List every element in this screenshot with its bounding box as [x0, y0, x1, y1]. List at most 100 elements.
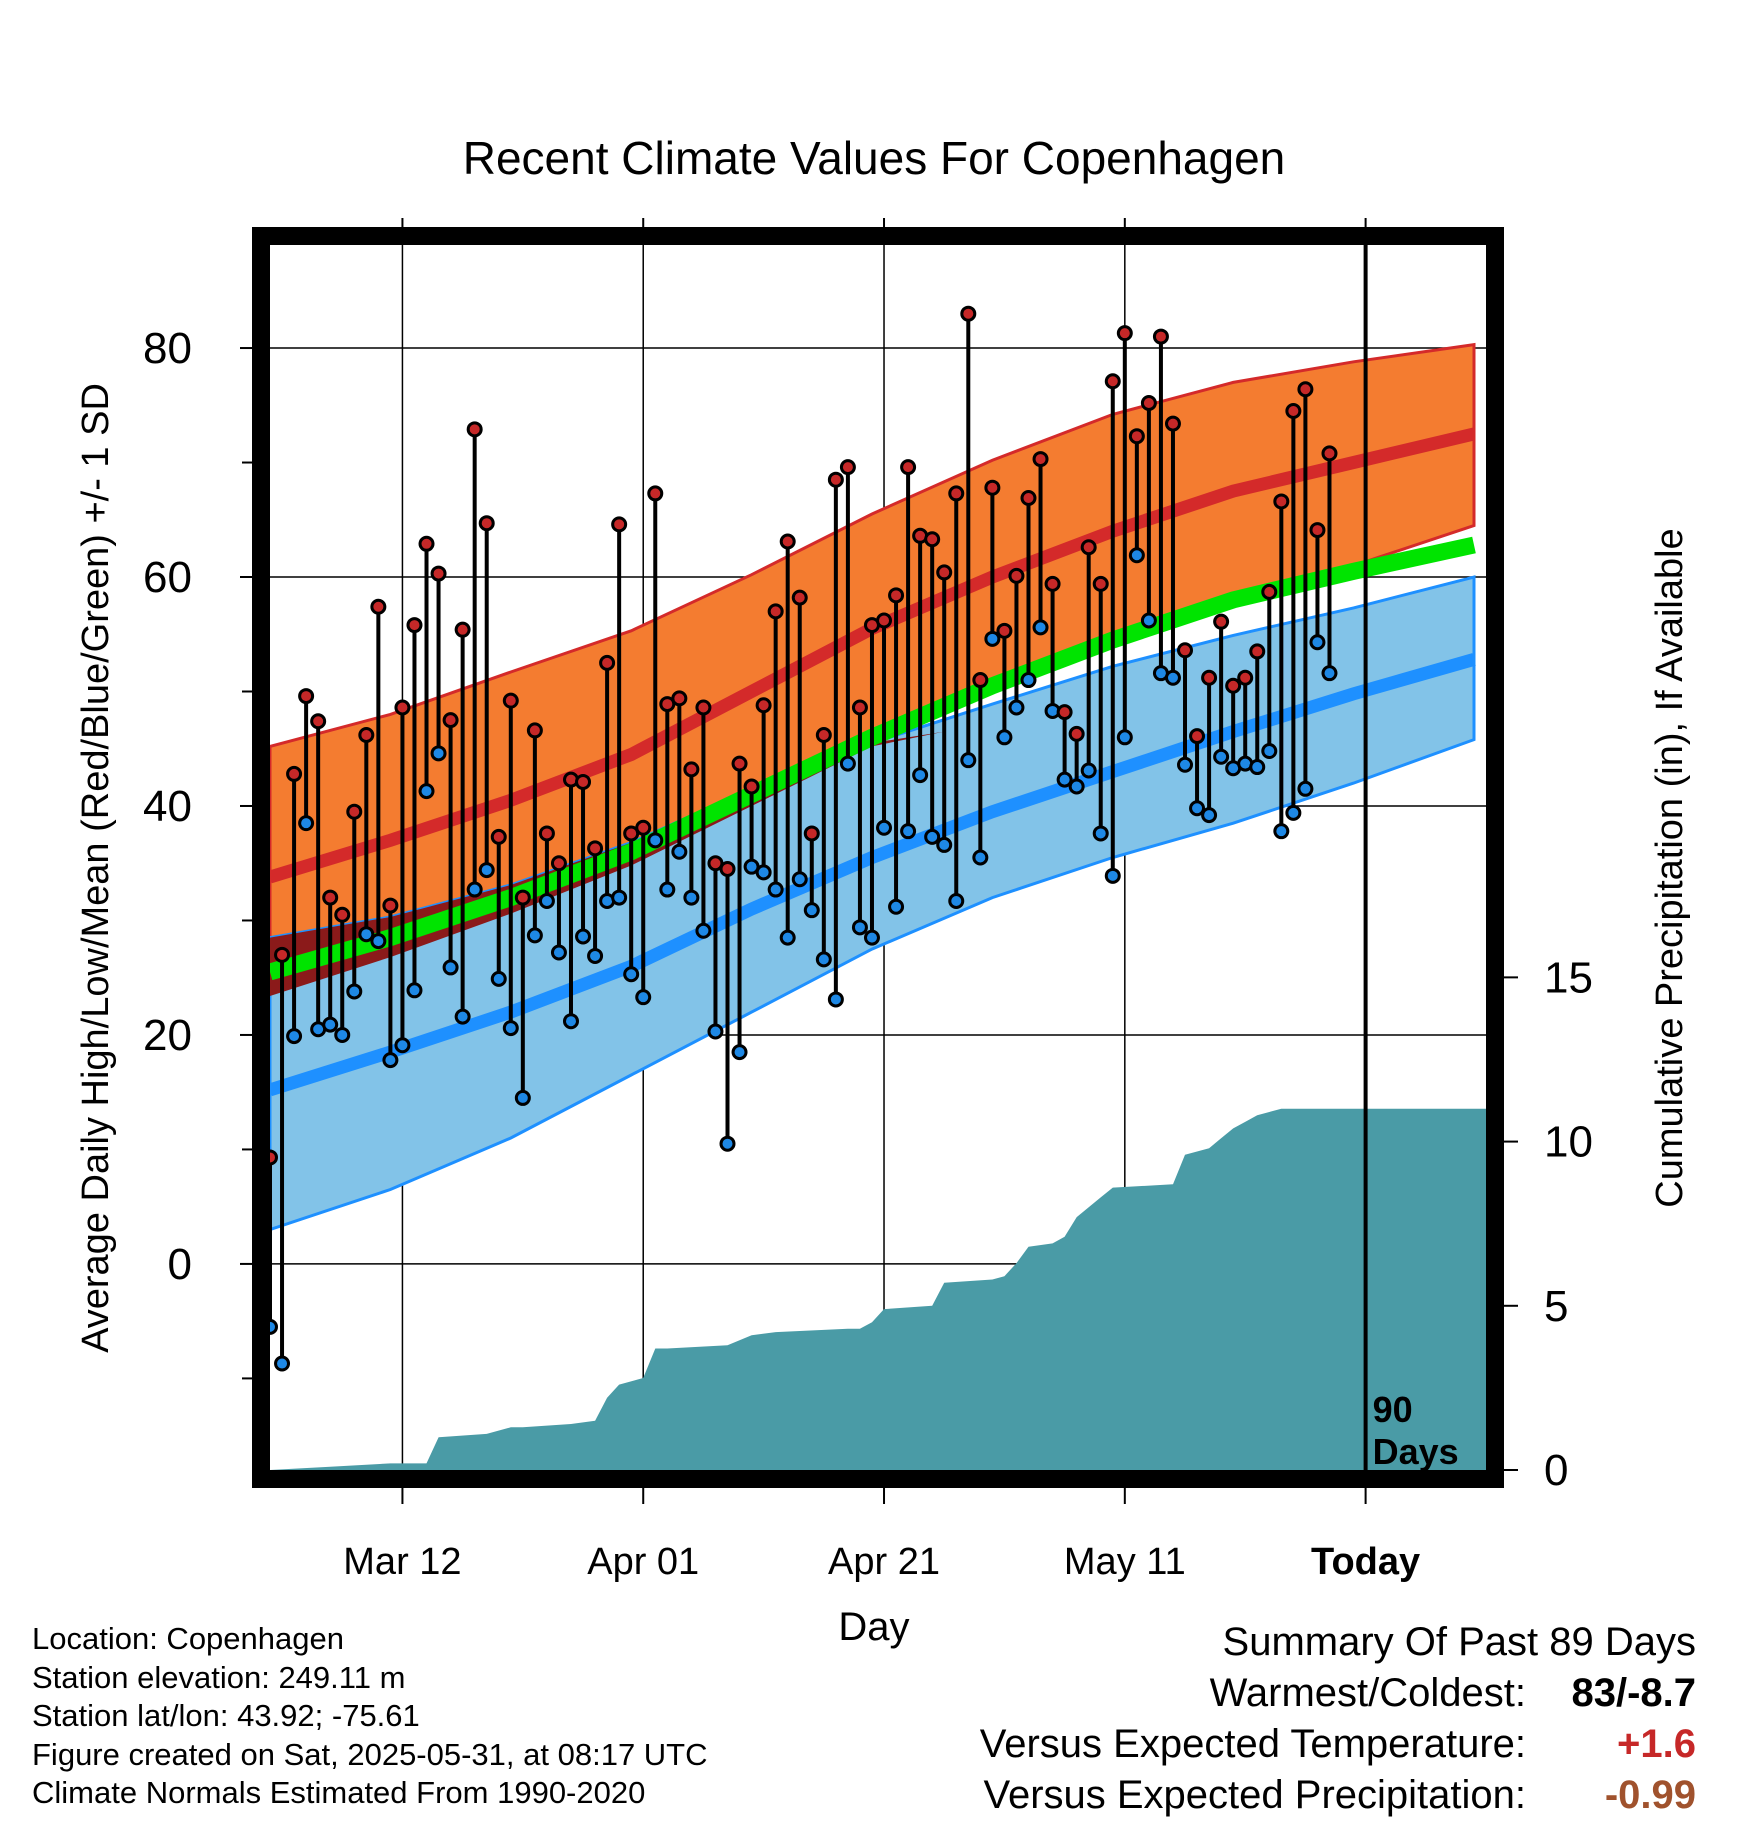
- daily-high-point: [1285, 403, 1302, 420]
- daily-high-point: [430, 565, 447, 582]
- daily-low-point: [394, 1037, 411, 1054]
- daily-low-point: [454, 1008, 471, 1025]
- precipitation-anomaly-label: Versus Expected Precipitation:: [983, 1773, 1526, 1817]
- daily-high-point: [587, 840, 604, 857]
- daily-low-point: [647, 832, 664, 849]
- daily-high-point: [478, 515, 495, 532]
- daily-high-point: [1104, 373, 1121, 390]
- daily-high-point: [948, 485, 965, 502]
- daily-low-point: [635, 989, 652, 1006]
- daily-high-point: [1128, 428, 1145, 445]
- daily-high-point: [298, 688, 315, 705]
- chart-title: Recent Climate Values For Copenhagen: [463, 132, 1286, 184]
- daily-low-point: [827, 991, 844, 1008]
- daily-high-point: [1068, 725, 1085, 742]
- y2-tick-label: 10: [1544, 1118, 1593, 1167]
- daily-high-point: [791, 589, 808, 606]
- y2-tick-label: 0: [1544, 1446, 1568, 1495]
- x-tick-label: Today: [1311, 1541, 1420, 1583]
- today-label: Days: [1373, 1431, 1459, 1472]
- daily-high-point: [1116, 325, 1133, 342]
- daily-low-point: [791, 871, 808, 888]
- daily-low-point: [418, 783, 435, 800]
- daily-low-point: [863, 929, 880, 946]
- daily-high-point: [322, 889, 339, 906]
- daily-high-point: [370, 598, 387, 615]
- daily-high-point: [1020, 490, 1037, 507]
- summary-panel: Summary Of Past 89 Days Warmest/Coldest:…: [980, 1617, 1696, 1821]
- daily-low-point: [683, 889, 700, 906]
- warmest-coldest-label: Warmest/Coldest:: [1209, 1671, 1526, 1715]
- x-tick-label: Mar 12: [343, 1541, 461, 1583]
- daily-high-point: [1237, 669, 1254, 686]
- daily-low-point: [490, 970, 507, 987]
- daily-low-point: [1104, 867, 1121, 884]
- daily-low-point: [851, 919, 868, 936]
- daily-low-point: [888, 898, 905, 915]
- temperature-anomaly-value: +1.6: [1617, 1722, 1696, 1766]
- daily-high-point: [346, 803, 363, 820]
- daily-low-point: [1309, 634, 1326, 651]
- temperature-anomaly-label: Versus Expected Temperature:: [979, 1722, 1526, 1766]
- daily-low-point: [270, 1318, 278, 1335]
- normals-text: Climate Normals Estimated From 1990-2020: [32, 1775, 646, 1810]
- daily-high-point: [1309, 522, 1326, 539]
- daily-high-point: [827, 471, 844, 488]
- y2-tick-label: 15: [1544, 953, 1593, 1002]
- daily-high-point: [394, 699, 411, 716]
- daily-low-point: [1056, 771, 1073, 788]
- daily-low-point: [924, 828, 941, 845]
- daily-high-point: [936, 564, 953, 581]
- warmest-coldest-value: 83/-8.7: [1571, 1671, 1696, 1715]
- daily-low-point: [430, 745, 447, 762]
- daily-high-point: [550, 855, 567, 872]
- warmest-coldest-row: Warmest/Coldest: 83/-8.7: [980, 1668, 1696, 1719]
- daily-low-point: [1177, 756, 1194, 773]
- daily-high-point: [274, 946, 291, 963]
- daily-high-point: [490, 828, 507, 845]
- daily-high-point: [984, 479, 1001, 496]
- daily-high-point: [526, 722, 543, 739]
- daily-low-point: [900, 823, 917, 840]
- y-tick-label: 80: [143, 324, 192, 373]
- latlon-text: Station lat/lon: 43.92; -75.61: [32, 1698, 420, 1733]
- created-text: Figure created on Sat, 2025-05-31, at 08…: [32, 1736, 708, 1772]
- daily-high-point: [502, 692, 519, 709]
- daily-high-point: [1213, 613, 1230, 630]
- daily-high-point: [671, 690, 688, 707]
- y-tick-label: 40: [143, 782, 192, 831]
- daily-high-point: [900, 459, 917, 476]
- cumulative-precipitation-area: [270, 1108, 1486, 1470]
- daily-high-point: [779, 533, 796, 550]
- daily-low-point: [502, 1020, 519, 1037]
- daily-low-point: [1249, 759, 1266, 776]
- y-tick-label: 60: [143, 553, 192, 602]
- daily-high-point: [310, 713, 327, 730]
- daily-high-point: [803, 825, 820, 842]
- daily-low-point: [996, 729, 1013, 746]
- daily-high-point: [382, 897, 399, 914]
- daily-high-point: [743, 778, 760, 795]
- daily-high-point: [996, 622, 1013, 639]
- daily-high-point: [1177, 642, 1194, 659]
- daily-low-point: [815, 951, 832, 968]
- daily-high-point: [1273, 493, 1290, 510]
- daily-low-point: [1321, 665, 1338, 682]
- daily-low-point: [659, 881, 676, 898]
- daily-high-point: [1261, 583, 1278, 600]
- daily-low-point: [587, 947, 604, 964]
- daily-high-point: [683, 761, 700, 778]
- daily-high-point: [575, 773, 592, 790]
- daily-low-point: [298, 815, 315, 832]
- temperature-anomaly-row: Versus Expected Temperature: +1.6: [980, 1719, 1696, 1770]
- daily-high-point: [1297, 381, 1314, 398]
- daily-low-point: [719, 1135, 736, 1152]
- daily-high-point: [719, 860, 736, 877]
- daily-high-point: [514, 889, 531, 906]
- daily-low-point: [1068, 778, 1085, 795]
- daily-high-point: [1249, 643, 1266, 660]
- daily-low-point: [1273, 823, 1290, 840]
- daily-low-point: [1164, 669, 1181, 686]
